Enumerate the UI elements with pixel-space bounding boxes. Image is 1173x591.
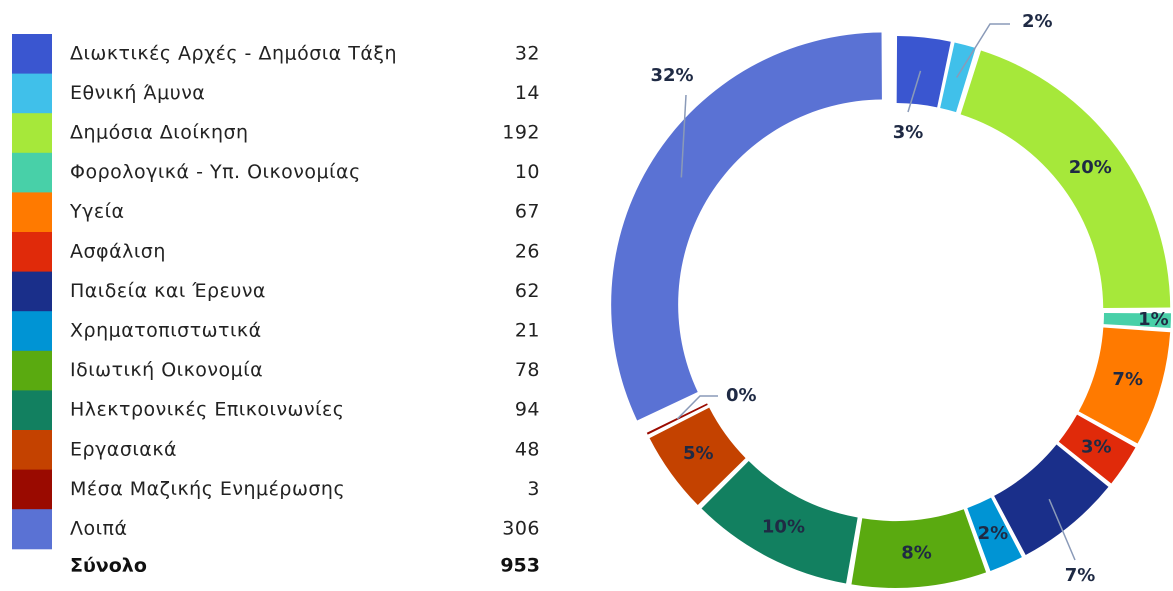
percent-label: 5% <box>683 443 714 464</box>
legend-label: Χρηματοπιστωτικά <box>70 320 262 342</box>
percent-label: 10% <box>762 516 805 537</box>
legend-value: 94 <box>515 399 540 421</box>
legend-swatch <box>12 113 52 154</box>
legend-value: 192 <box>502 122 540 144</box>
leader-line <box>676 395 718 420</box>
percent-label: 3% <box>893 122 924 143</box>
legend-label: Ηλεκτρονικές Επικοινωνίες <box>70 399 344 421</box>
total-label: Σύνολο <box>70 555 147 577</box>
legend-swatch <box>12 34 52 75</box>
donut-slice <box>1103 313 1171 328</box>
legend-swatch <box>12 509 52 550</box>
legend-label: Παιδεία και Έρευνα <box>70 280 266 302</box>
legend-swatch <box>12 350 52 391</box>
legend-swatch <box>12 271 52 312</box>
legend-label: Υγεία <box>69 201 125 223</box>
legend-value: 62 <box>515 280 540 302</box>
leader-line <box>680 94 687 178</box>
legend-label: Δημόσια Διοίκηση <box>70 122 249 144</box>
legend-swatch <box>12 73 52 114</box>
legend-value: 3 <box>527 478 540 500</box>
legend-swatch <box>12 152 52 193</box>
donut-slice <box>967 497 1022 571</box>
legend-value: 26 <box>515 240 540 262</box>
donut-slice <box>646 403 708 435</box>
legend-value: 48 <box>515 438 540 460</box>
legend-swatch <box>12 469 52 510</box>
legend-label: Ιδιωτική Οικονομία <box>70 359 263 381</box>
legend-swatch <box>12 232 52 273</box>
percent-label: 0% <box>726 385 757 406</box>
donut-slice <box>851 509 987 588</box>
donut-slice <box>701 461 858 584</box>
legend-value: 306 <box>502 518 540 540</box>
donut-slice <box>1058 414 1136 484</box>
legend-value: 67 <box>515 201 540 223</box>
legend-value: 32 <box>515 42 540 64</box>
legend-label: Λοιπά <box>70 518 128 540</box>
percent-label: 7% <box>1065 565 1096 586</box>
percent-label: 3% <box>1081 436 1112 457</box>
donut-slice <box>994 444 1109 556</box>
donut-slice <box>611 32 882 421</box>
legend-value: 78 <box>515 359 540 381</box>
leader-line <box>1048 498 1076 561</box>
donut-slice <box>960 50 1171 309</box>
legend-label: Εργασιακά <box>70 438 177 460</box>
legend-value: 14 <box>515 82 540 104</box>
legend-swatch <box>12 311 52 352</box>
percent-label: 2% <box>1022 11 1053 32</box>
percent-label: 1% <box>1138 309 1169 330</box>
legend-label: Φορολογικά - Υπ. Οικονομίας <box>70 161 361 183</box>
donut-slice <box>896 36 951 108</box>
percent-label: 20% <box>1069 157 1112 178</box>
donut-slice <box>649 407 746 506</box>
legend-value: 10 <box>515 161 540 183</box>
percent-label: 2% <box>978 523 1009 544</box>
leader-line <box>956 23 1010 78</box>
leader-line <box>907 70 922 113</box>
legend-swatch <box>12 192 52 233</box>
legend-label: Μέσα Μαζικής Ενημέρωσης <box>70 478 345 500</box>
legend-value: 21 <box>515 320 540 342</box>
total-value: 953 <box>500 555 540 577</box>
percent-label: 8% <box>901 543 932 564</box>
legend-swatch <box>12 430 52 471</box>
percent-label: 32% <box>650 65 693 86</box>
donut-slice <box>1078 327 1171 444</box>
legend-label: Διωκτικές Αρχές - Δημόσια Τάξη <box>70 42 397 64</box>
percent-label: 7% <box>1112 369 1143 390</box>
legend-label: Εθνική Άμυνα <box>70 82 205 104</box>
legend-swatch <box>12 390 52 431</box>
legend-label: Ασφάλιση <box>70 240 166 262</box>
